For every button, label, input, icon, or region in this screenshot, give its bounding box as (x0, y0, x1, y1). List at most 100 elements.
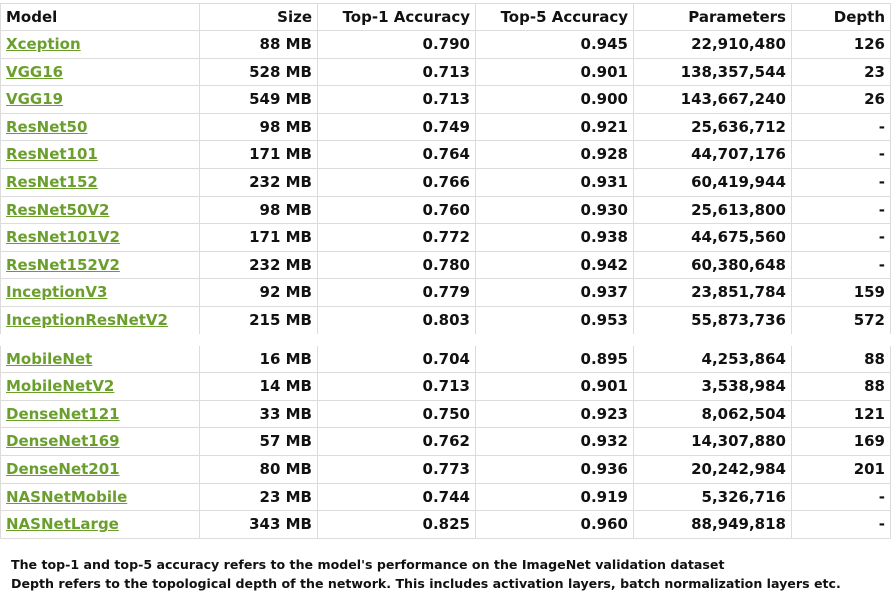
model-link[interactable]: ResNet50 (6, 117, 88, 136)
cell-top5: 0.938 (475, 223, 634, 252)
cell-model: ResNet50 (0, 112, 200, 142)
table-row: VGG16 528 MB 0.713 0.901 138,357,544 23 (0, 57, 891, 87)
cell-depth: - (791, 510, 891, 539)
cell-top1: 0.744 (317, 482, 476, 512)
cell-size: 16 MB (199, 339, 318, 374)
cell-size: 343 MB (199, 510, 318, 539)
cell-parameters: 138,357,544 (633, 57, 792, 87)
model-link[interactable]: VGG19 (6, 90, 64, 109)
cell-size: 92 MB (199, 278, 318, 307)
cell-parameters: 60,380,648 (633, 250, 792, 280)
model-link[interactable]: ResNet152 (6, 172, 98, 191)
cell-size: 171 MB (199, 223, 318, 252)
cell-depth: - (791, 140, 891, 169)
cell-top1: 0.773 (317, 454, 476, 484)
cell-size: 232 MB (199, 167, 318, 197)
cell-depth: - (791, 195, 891, 225)
cell-top5: 0.901 (475, 57, 634, 87)
header-parameters: Parameters (633, 3, 792, 31)
cell-top1: 0.803 (317, 305, 476, 346)
table-row: ResNet50V2 98 MB 0.760 0.930 25,613,800- (0, 195, 891, 225)
cell-depth: 23 (791, 57, 891, 87)
table-row: InceptionV3 92 MB 0.779 0.937 23,851,784 159 (0, 278, 891, 307)
model-link[interactable]: ResNet101 (6, 145, 98, 164)
model-link[interactable]: InceptionResNetV2 (6, 310, 168, 329)
cell-model: DenseNet169 (0, 427, 200, 456)
header-size: Size (199, 3, 318, 31)
model-link[interactable]: MobileNetV2 (6, 377, 115, 396)
cell-top5: 0.930 (475, 195, 634, 225)
cell-depth: - (791, 250, 891, 280)
cell-model: VGG16 (0, 57, 200, 87)
cell-top1: 0.766 (317, 167, 476, 197)
cell-parameters: 4,253,864 (633, 339, 792, 374)
table-row: ResNet101V2 171 MB 0.772 0.938 44,675,560- (0, 223, 891, 252)
model-link[interactable]: DenseNet201 (6, 459, 120, 478)
cell-parameters: 143,667,240 (633, 85, 792, 114)
cell-size: 33 MB (199, 399, 318, 429)
cell-top5: 0.901 (475, 372, 634, 401)
cell-top5: 0.953 (475, 305, 634, 346)
cell-parameters: 25,613,800 (633, 195, 792, 225)
cell-model: DenseNet201 (0, 454, 200, 484)
cell-parameters: 14,307,880 (633, 427, 792, 456)
cell-top1: 0.825 (317, 510, 476, 539)
cell-parameters: 3,538,984 (633, 372, 792, 401)
cell-model: VGG19 (0, 85, 200, 114)
cell-top5: 0.931 (475, 167, 634, 197)
cell-parameters: 88,949,818 (633, 510, 792, 539)
cell-parameters: 44,707,176 (633, 140, 792, 169)
cell-size: 80 MB (199, 454, 318, 484)
cell-size: 88 MB (199, 30, 318, 59)
table-row: ResNet50 98 MB 0.749 0.921 25,636,712- (0, 112, 891, 142)
cell-model: InceptionResNetV2 (0, 305, 200, 346)
header-row: Model Size Top-1 Accuracy Top-5 Accuracy… (0, 3, 891, 31)
cell-depth: - (791, 167, 891, 197)
model-link[interactable]: VGG16 (6, 62, 64, 81)
footnote-accuracy: The top-1 and top-5 accuracy refers to t… (11, 557, 725, 572)
cell-top5: 0.928 (475, 140, 634, 169)
cell-model: NASNetLarge (0, 510, 200, 539)
cell-size: 98 MB (199, 112, 318, 142)
model-link[interactable]: ResNet152V2 (6, 255, 120, 274)
model-link[interactable]: DenseNet121 (6, 404, 120, 423)
footnotes: The top-1 and top-5 accuracy refers to t… (11, 555, 841, 593)
cell-model: DenseNet121 (0, 399, 200, 429)
cell-model: ResNet101 (0, 140, 200, 169)
model-link[interactable]: ResNet50V2 (6, 200, 110, 219)
model-link[interactable]: ResNet101V2 (6, 228, 120, 247)
model-link[interactable]: NASNetMobile (6, 487, 128, 506)
model-link[interactable]: InceptionV3 (6, 283, 108, 302)
cell-model: NASNetMobile (0, 482, 200, 512)
cell-parameters: 20,242,984 (633, 454, 792, 484)
table-row: ResNet101 171 MB 0.764 0.928 44,707,176- (0, 140, 891, 169)
table-row: DenseNet169 57 MB 0.762 0.932 14,307,880 169 (0, 427, 891, 456)
cell-top1: 0.704 (317, 339, 476, 374)
table-row: Xception 88 MB 0.790 0.945 22,910,480 126 (0, 30, 891, 59)
cell-top5: 0.900 (475, 85, 634, 114)
table-row: InceptionResNetV2 215 MB 0.803 0.953 55,873,… (0, 305, 891, 346)
cell-top5: 0.932 (475, 427, 634, 456)
cell-top1: 0.749 (317, 112, 476, 142)
cell-depth: - (791, 482, 891, 512)
table-row: VGG19 549 MB 0.713 0.900 143,667,240 26 (0, 85, 891, 114)
model-link[interactable]: NASNetLarge (6, 515, 119, 534)
cell-top1: 0.713 (317, 57, 476, 87)
table-row: ResNet152V2 232 MB 0.780 0.942 60,380,648- (0, 250, 891, 280)
cell-top5: 0.942 (475, 250, 634, 280)
cell-size: 215 MB (199, 305, 318, 346)
model-link[interactable]: DenseNet169 (6, 432, 120, 451)
cell-size: 98 MB (199, 195, 318, 225)
model-link[interactable]: MobileNet (6, 349, 93, 368)
cell-depth: 26 (791, 85, 891, 114)
cell-model: ResNet152 (0, 167, 200, 197)
cell-top5: 0.937 (475, 278, 634, 307)
cell-parameters: 5,326,716 (633, 482, 792, 512)
model-link[interactable]: Xception (6, 35, 81, 53)
table-row: NASNetMobile 23 MB 0.744 0.919 5,326,716- (0, 482, 891, 512)
cell-depth: 121 (791, 399, 891, 429)
models-table: Model Size Top-1 Accuracy Top-5 Accuracy… (0, 3, 891, 539)
cell-top5: 0.921 (475, 112, 634, 142)
cell-model: ResNet101V2 (0, 223, 200, 252)
cell-top5: 0.936 (475, 454, 634, 484)
